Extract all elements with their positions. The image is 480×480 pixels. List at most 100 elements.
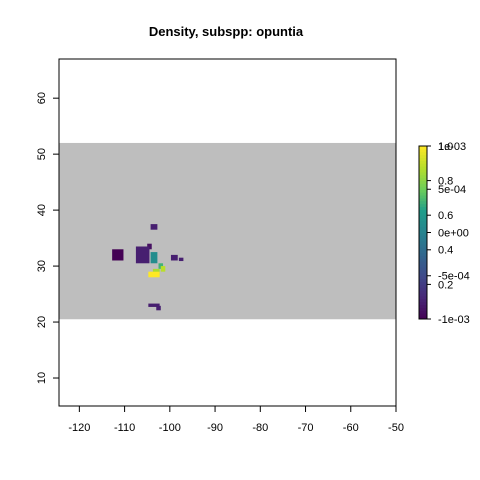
legend-swatch-28 [419,235,427,239]
heatmap-cell-5 [158,263,164,269]
x-tick-label-2: -100 [159,422,181,434]
heatmap-cell-11 [148,303,160,307]
y-tick-label-2: 30 [36,260,48,272]
heatmap-cell-4 [150,252,158,264]
legend-swatch-25 [419,244,427,248]
legend-swatch-7 [419,295,427,300]
legend-swatch-2 [419,310,427,314]
legend-swatch-48 [419,177,427,182]
legend-swatch-41 [419,197,427,202]
legend-b-label-0: -1e-03 [438,314,470,326]
heatmap-cell-6 [160,266,166,272]
y-tick-label-1: 20 [36,316,48,328]
legend-swatch-35 [419,215,427,219]
legend-swatch-4 [419,304,427,308]
legend-swatch-14 [419,275,427,280]
legend-swatch-24 [419,246,427,251]
legend-b-label-4: 1e-03 [438,141,466,153]
legend-swatch-19 [419,261,427,265]
plot-area [59,142,396,320]
heatmap-cell-0 [150,224,158,230]
legend-a-label-2: 0.6 [438,210,453,222]
plot-frame [58,58,397,407]
legend-swatch-42 [419,195,427,199]
heatmap-cell-3 [135,246,150,264]
heatmap-cell-12 [156,305,161,311]
legend-swatch-49 [419,174,427,179]
legend-swatch-55 [419,157,427,161]
legend-swatch-8 [419,293,427,297]
legend-a-label-4: 1.0 [438,141,453,153]
legend-swatch-30 [419,229,427,233]
legend-swatch-22 [419,252,427,257]
heatmap-cell-9 [170,254,178,261]
legend-swatch-23 [419,249,427,254]
legend-a-label-3: 0.8 [438,175,453,187]
legend-swatch-38 [419,206,427,210]
legend-swatch-20 [419,258,427,262]
legend-swatch-21 [419,255,427,259]
legend-swatch-43 [419,192,427,196]
legend-swatch-34 [419,218,427,222]
legend-swatch-56 [419,154,427,159]
x-tick-label-3: -90 [207,422,223,434]
legend-swatch-0 [419,316,427,320]
x-tick-label-1: -110 [114,422,135,434]
y-tick-label-0: 10 [36,372,48,384]
legend-swatch-29 [419,232,427,236]
legend-swatch-32 [419,223,427,228]
legend-swatch-10 [419,287,427,291]
legend-swatch-54 [419,160,427,164]
heatmap-cell-10 [178,257,184,262]
heatmap-cell-2 [112,249,124,261]
legend-swatch-59 [419,146,427,150]
legend-swatch-26 [419,241,427,245]
legend-swatch-9 [419,290,427,294]
legend-swatch-1 [419,313,427,317]
legend-b-label-3: 5e-04 [438,184,466,196]
x-tick-label-7: -50 [388,422,404,434]
legend-swatch-36 [419,212,427,216]
legend-a-label-0: 0.2 [438,279,453,291]
x-tick-label-5: -70 [298,422,314,434]
legend-swatch-47 [419,180,427,184]
legend-swatch-58 [419,148,427,153]
legend-swatch-53 [419,163,427,167]
legend-a-label-1: 0.4 [438,245,453,257]
legend-swatch-33 [419,220,427,225]
legend-swatch-52 [419,166,427,170]
color-legend: 0.2 0.4 0.6 0.8 1.0 -1e-03 -5e-04 0e+00 5e-04 1e-… [418,141,470,326]
legend-swatch-3 [419,307,427,311]
legend-swatch-27 [419,238,427,242]
legend-swatch-15 [419,272,427,277]
legend-swatch-11 [419,284,427,288]
background-band [59,142,396,320]
x-tick-label-4: -80 [252,422,268,434]
legend-swatch-13 [419,278,427,283]
x-tick-label-0: -120 [68,422,90,434]
legend-swatch-17 [419,267,427,271]
legend-swatch-46 [419,183,427,187]
legend-swatch-51 [419,169,427,173]
legend-b-label-2: 0e+00 [438,227,469,239]
y-tick-label-5: 60 [36,92,48,104]
legend-swatch-12 [419,281,427,285]
heatmap-cell-8 [148,271,160,278]
legend-swatch-57 [419,151,427,156]
legend-swatch-45 [419,186,427,190]
y-tick-label-3: 40 [36,204,48,216]
legend-swatch-39 [419,203,427,208]
legend-swatch-16 [419,269,427,274]
legend-swatch-50 [419,171,427,176]
legend-swatch-18 [419,264,427,268]
legend-swatch-31 [419,226,427,231]
legend-swatch-40 [419,200,427,205]
legend-swatch-6 [419,298,427,303]
x-tick-label-6: -60 [343,422,359,434]
axes: -120 -110 -100 -90 -80 -70 -60 -50 10 20 30 40 50 60 [36,58,404,434]
chart-title: Density, subspp: opuntia [149,24,304,39]
y-tick-label-4: 50 [36,148,48,160]
legend-b-label-1: -5e-04 [438,271,470,283]
legend-swatch-44 [419,189,427,193]
